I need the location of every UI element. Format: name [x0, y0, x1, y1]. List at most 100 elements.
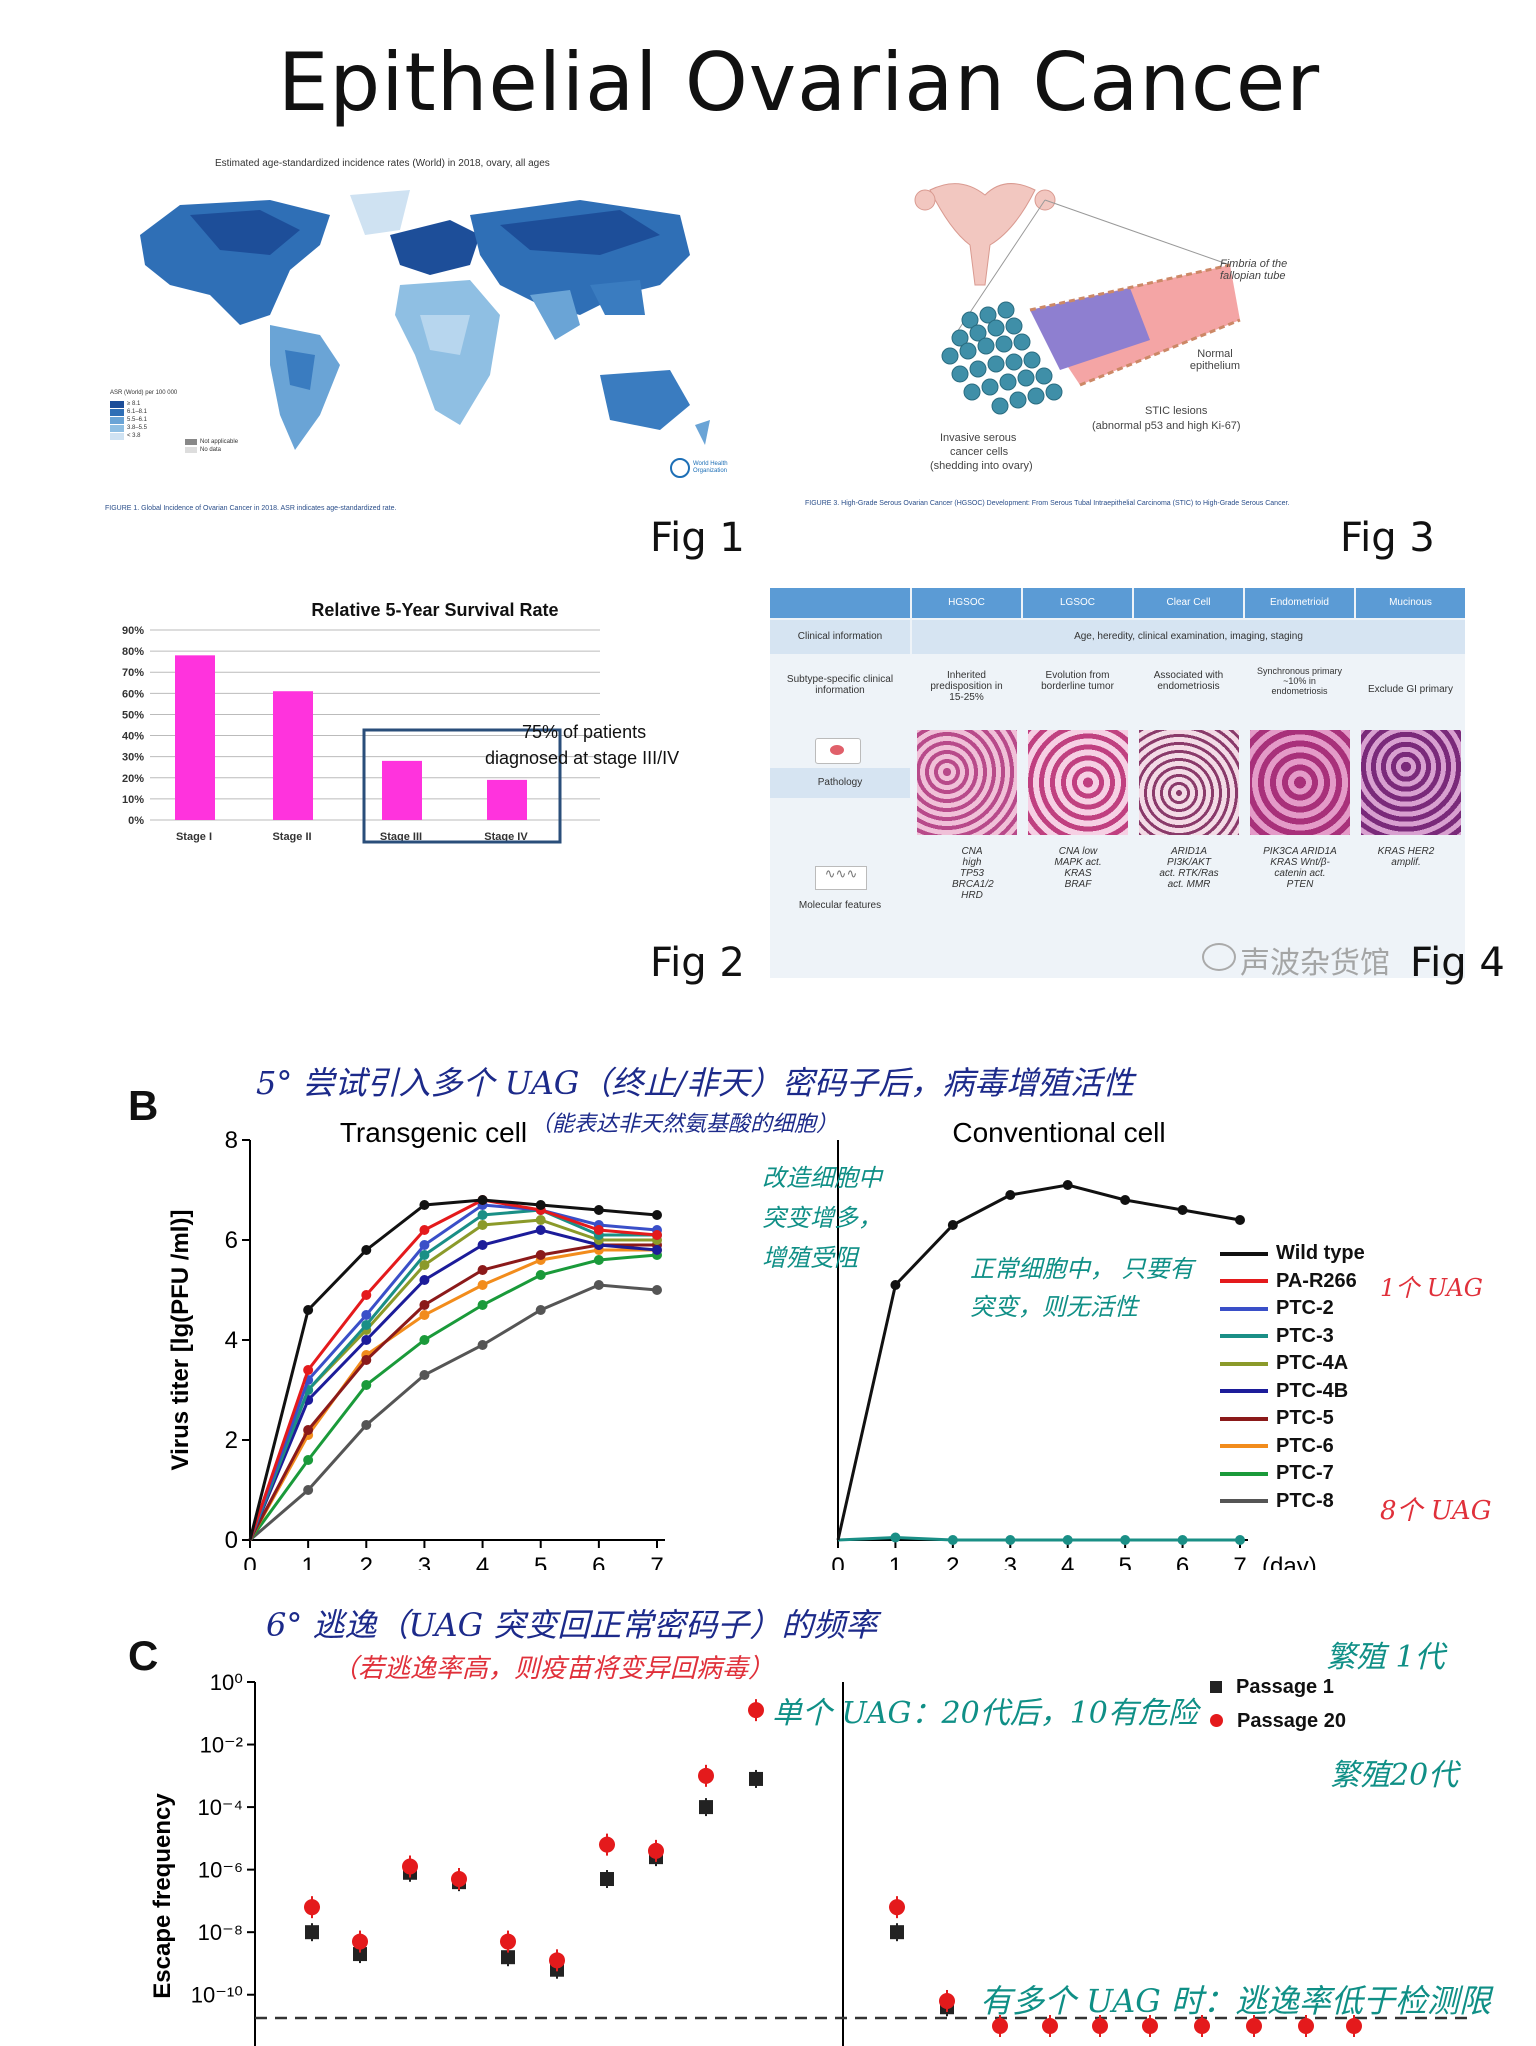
x-tick-label: 6 [1176, 1553, 1189, 1570]
fig1-caption: FIGURE 1. Global Incidence of Ovarian Ca… [105, 505, 397, 512]
data-point-ptc-4b [535, 1225, 546, 1235]
y-tick-label: 2 [225, 1427, 238, 1454]
multi-uag-note: 有多个 UAG 时：逃逸率低于检测限 [980, 1982, 1492, 2020]
data-point-ptc-5 [419, 1300, 430, 1310]
data-point-wild-type [947, 1220, 958, 1230]
data-point-ptc-6 [419, 1310, 430, 1320]
x-tick-label: Stage IV [484, 831, 528, 843]
passage-1-point [501, 1950, 515, 1965]
data-point-ptc-5 [303, 1425, 314, 1435]
label-stic-detail: (abnormal p53 and high Ki-67) [1092, 420, 1241, 432]
survival-bar-chart: 0% 10% 20% 30% 40% 50% 60% 70% 80% 90% Stage I Stag… [122, 625, 600, 844]
row-label: Pathology [770, 768, 910, 798]
passage-20-point [549, 1952, 565, 1969]
label-normal-epithelium: Normal epithelium [1189, 348, 1241, 372]
pathology-image-clear-cell [1139, 730, 1239, 835]
y-tick-label: 20% [122, 773, 144, 785]
legend-label: PTC-3 [1276, 1324, 1334, 1347]
legend-item: PTC-7 [1220, 1462, 1334, 1485]
molecular-cell: ARID1A PI3K/AKT act. RTK/Ras act. MMR [1159, 846, 1219, 890]
data-point-ptc-4a [477, 1220, 488, 1230]
fig2-label: Fig 2 [650, 940, 745, 986]
passage-1-point [305, 1925, 319, 1940]
subtype-cell: Evolution from borderline tumor [1041, 670, 1114, 692]
table-header: HGSOC [912, 588, 1021, 618]
passage-20-point [352, 1933, 368, 1950]
legend-na-item: Not applicable [200, 439, 239, 445]
legend-item: PTC-3 [1220, 1325, 1334, 1348]
escape-frequency-chart: 10⁰ 10⁻² 10⁻⁴ 10⁻⁶ 10⁻⁸ 10⁻¹⁰ Escape frequency [149, 1670, 1470, 2046]
legend-label: PTC-8 [1276, 1489, 1334, 1512]
data-point-ptc-7 [477, 1300, 488, 1310]
data-point-ptc-8 [652, 1285, 662, 1295]
data-point-ptc-7 [535, 1270, 546, 1280]
series-line-ptc-6 [248, 1248, 657, 1541]
data-point-ptc-variants [947, 1535, 958, 1545]
page-title: Epithelial Ovarian Cancer [277, 36, 1321, 129]
bar-stage-iv [487, 779, 527, 820]
mid-note: 正常细胞中， 只要有突变，则无活性 [970, 1255, 1194, 1321]
passage-20-point [500, 1933, 516, 1950]
passage-20-point [402, 1858, 418, 1875]
legend-label: PTC-6 [1276, 1434, 1334, 1457]
legend-swatch [1220, 1251, 1268, 1256]
row-label: Subtype-specific clinical information [786, 674, 894, 696]
data-point-ptc-3 [419, 1250, 430, 1260]
series-line-ptc-7 [248, 1253, 658, 1541]
data-point-ptc-4b [477, 1240, 488, 1250]
legend-swatch [1220, 1416, 1268, 1421]
fig2-title: Relative 5-Year Survival Rate [311, 600, 559, 620]
bar-stage-i [175, 655, 215, 820]
passage-20-point [1346, 2018, 1362, 2034]
y-tick-label: 10⁻² [200, 1733, 243, 1758]
legend-label: PA-R266 [1276, 1269, 1357, 1292]
x-tick-label: 3 [1004, 1553, 1017, 1570]
data-point-ptc-4b [652, 1245, 662, 1255]
legend-label: PTC-5 [1276, 1407, 1334, 1429]
legend-passage-20: Passage 20 [1210, 1710, 1346, 1733]
y-tick-label: 10⁰ [210, 1670, 243, 1695]
data-point-pa-r266 [652, 1230, 662, 1240]
chart-title: Transgenic cell [340, 1117, 527, 1148]
fig4-panel: HGSOC LGSOC Clear Cell Endometrioid Muci… [770, 588, 1465, 981]
data-point-ptc-8 [303, 1485, 314, 1495]
subtype-cell: Inherited predisposition in 15-25% [930, 670, 1003, 703]
data-point-ptc-3 [361, 1320, 372, 1330]
passage-20-point [1246, 2018, 1262, 2034]
legend-swatch [1220, 1471, 1268, 1476]
data-point-wild-type [303, 1305, 314, 1315]
passage-20-point [648, 1842, 664, 1859]
side-note: 改造细胞中 突变增多， 增殖受阻 [762, 1164, 882, 1272]
passage-20-point [889, 1899, 905, 1916]
watermark: 声波杂货馆 [1240, 946, 1390, 981]
legend-item: PTC-4A [1220, 1352, 1348, 1375]
legend-label: Wild type [1276, 1242, 1365, 1264]
y-tick-label: 8 [225, 1127, 238, 1154]
panel-b-note: 5° 尝试引入多个 UAG（终止/非天）密码子后，病毒增殖活性 [256, 1058, 1134, 1104]
series-line-ptc-4b [248, 1228, 658, 1541]
legend-swatch [1220, 1389, 1268, 1394]
y-tick-label: 30% [122, 752, 144, 764]
x-axis-label: (day) [1262, 1553, 1317, 1570]
stage-iii-iv-highlight-box [362, 728, 562, 844]
legend-label: PTC-2 [1276, 1297, 1334, 1319]
series-line-wild-type [248, 1198, 658, 1541]
x-tick-label: 4 [476, 1553, 489, 1570]
fig1-label: Fig 1 [650, 515, 745, 561]
series-line-ptc-5 [248, 1243, 657, 1541]
data-point-ptc-4b [361, 1335, 372, 1345]
passage-20-point [992, 2018, 1008, 2034]
circle-marker-icon [1210, 1714, 1223, 1727]
fig3-caption: FIGURE 3. High-Grade Serous Ovarian Canc… [805, 500, 1290, 507]
x-tick-label: 0 [831, 1553, 844, 1570]
data-point-wild-type [535, 1200, 546, 1210]
fig3-panel: Fimbria of the fallopian tube Normal epi… [800, 170, 1440, 520]
y-tick-label: 10% [122, 794, 144, 806]
world-map [140, 190, 710, 450]
passage-1-point [699, 1800, 713, 1815]
legend-item: < 3.8 [127, 433, 141, 439]
data-point-ptc-variants [1177, 1535, 1188, 1545]
data-point-wild-type [1005, 1190, 1016, 1200]
passage-20-point [1092, 2018, 1108, 2034]
data-point-ptc-variants [1235, 1535, 1245, 1545]
